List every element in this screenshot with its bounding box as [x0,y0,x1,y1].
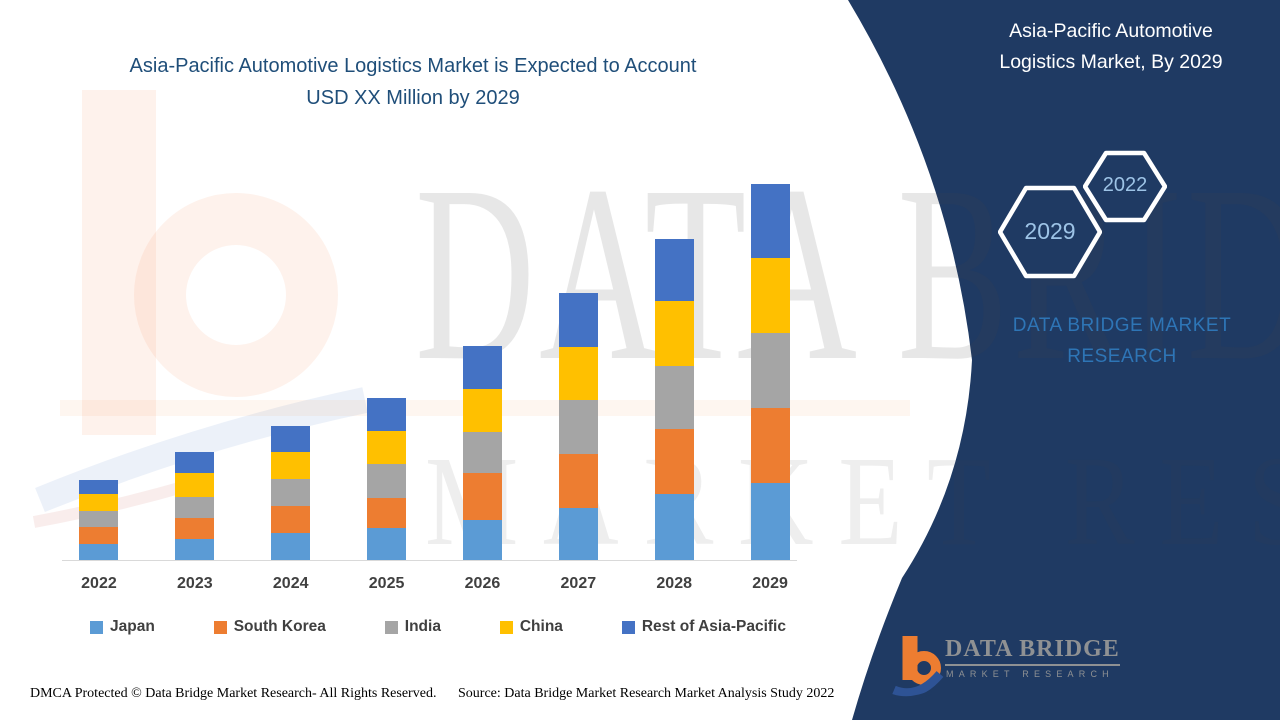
bar-2022-segment-south-korea [79,527,119,544]
legend-label-rest-of-asia-pacific: Rest of Asia-Pacific [641,618,786,635]
axis-label-2028: 2028 [656,575,692,592]
axis-label-2027: 2027 [560,575,597,592]
legend-swatch-rest-of-asia-pacific [621,620,635,634]
axis-label-2022: 2022 [81,575,117,592]
bar-2023-segment-south-korea [175,518,215,539]
bar-2029 [722,160,818,560]
chart-title: Asia-Pacific Automotive Logistics Market… [40,50,786,114]
legend-swatch-japan [90,620,103,634]
legend-label-china: China [519,618,563,635]
bar-2025-segment-china [367,431,407,464]
legend-label-india: India [404,618,441,635]
stacked-bar-chart [51,160,818,560]
bar-2024-segment-rest-of-asia-pacific [271,426,311,452]
bar-2029-segment-south-korea [750,408,790,483]
axis-label-2026: 2026 [464,575,501,592]
hexagon-2022-label: 2022 [1102,174,1148,196]
legend-swatch-china [499,620,513,634]
axis-label-2023: 2023 [177,575,213,592]
legend-label-japan: Japan [110,618,155,635]
source-footer-text: Source: Data Bridge Market Research Mark… [458,686,835,701]
bar-2026-segment-china [462,389,502,432]
bar-2024-segment-south-korea [271,506,311,533]
legend-item-china: China [499,618,563,636]
panel-heading-line2: Logistics Market, By 2029 [999,51,1223,73]
bar-2022 [51,160,147,560]
legend-item-india: India [384,618,441,636]
dmca-footer-text: DMCA Protected © Data Bridge Market Rese… [30,686,437,701]
bar-2026-segment-south-korea [462,473,502,520]
bar-2027-segment-rest-of-asia-pacific [558,293,598,347]
legend-label-south-korea: South Korea [233,618,326,635]
legend-swatch-south-korea [213,620,227,634]
bar-2023-segment-china [175,473,215,497]
hexagon-2022: 2022 [1082,150,1168,223]
bar-2028-segment-south-korea [654,429,694,494]
dbmr-logo: DATA BRIDGE MARKET RESEARCH [888,628,1120,700]
bar-2027-segment-india [558,400,598,454]
hexagon-2029-label: 2029 [1024,218,1076,244]
bar-2027 [530,160,626,560]
bar-2028-segment-china [654,301,694,366]
x-axis-line [62,560,797,561]
axis-label-2029: 2029 [752,575,788,592]
bar-2029-segment-japan [750,483,790,560]
bar-2024 [243,160,339,560]
bar-2024-segment-india [271,479,311,506]
bar-2025-segment-japan [367,528,407,560]
bar-2024-segment-japan [271,533,311,560]
bar-2024-segment-china [271,452,311,479]
panel-heading: Asia-Pacific Automotive Logistics Market… [972,16,1250,78]
bar-2026-segment-india [462,432,502,473]
chart-legend: Japan South Korea India China Rest of Asia-P… [90,618,786,636]
bar-2025-segment-rest-of-asia-pacific [367,398,407,431]
bar-2023-segment-japan [175,539,215,560]
bar-2028-segment-japan [654,494,694,560]
hexagon-2029-shape [997,185,1103,279]
bar-2025-segment-india [367,464,407,498]
hexagon-2029: 2029 [997,185,1103,279]
bar-2023-segment-india [175,497,215,518]
bar-2026-segment-rest-of-asia-pacific [462,346,502,389]
bar-2022-segment-rest-of-asia-pacific [79,480,119,494]
legend-item-japan: Japan [90,618,155,636]
panel-brand-text: DATA BRIDGE MARKET RESEARCH [1012,315,1232,367]
bar-2027-segment-south-korea [558,454,598,508]
dbmr-logo-sub: MARKET RESEARCH [946,669,1114,679]
bar-2022-segment-china [79,494,119,511]
bar-2028 [626,160,722,560]
chart-title-line2: USD XX Million by 2029 [306,87,520,109]
axis-label-2025: 2025 [368,575,405,592]
chart-title-line1: Asia-Pacific Automotive Logistics Market… [129,55,697,77]
bar-2026-segment-japan [462,520,502,560]
bar-2028-segment-rest-of-asia-pacific [654,239,694,301]
bar-2026 [435,160,531,560]
bar-2027-segment-japan [558,508,598,560]
dbmr-logo-name: DATA BRIDGE [945,636,1120,666]
legend-item-rest-of-asia-pacific: Rest of Asia-Pacific [621,618,786,636]
bar-2029-segment-rest-of-asia-pacific [750,184,790,258]
x-axis-labels: 2022 2023 2024 2025 2026 2027 2028 2029 [51,575,818,593]
bar-2029-segment-india [750,333,790,408]
legend-swatch-india [384,620,398,634]
bar-2023-segment-rest-of-asia-pacific [175,452,215,473]
bar-2025 [339,160,435,560]
legend-item-south-korea: South Korea [213,618,326,636]
axis-label-2024: 2024 [272,575,309,592]
bar-2022-segment-japan [79,544,119,560]
bar-2023 [147,160,243,560]
hexagon-2022-shape [1082,150,1168,223]
panel-heading-line1: Asia-Pacific Automotive [1009,20,1213,42]
dbmr-logo-b-icon [891,636,944,700]
bar-2028-segment-india [654,366,694,429]
bar-2022-segment-india [79,511,119,527]
bar-2025-segment-south-korea [367,498,407,528]
bar-2029-segment-china [750,258,790,333]
bar-2027-segment-china [558,347,598,400]
